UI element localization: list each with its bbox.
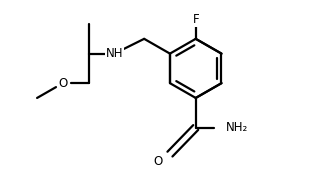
Text: O: O: [154, 155, 163, 167]
Text: O: O: [58, 77, 67, 90]
Text: F: F: [192, 13, 199, 26]
Text: NH₂: NH₂: [226, 121, 248, 134]
Text: NH: NH: [106, 47, 123, 60]
